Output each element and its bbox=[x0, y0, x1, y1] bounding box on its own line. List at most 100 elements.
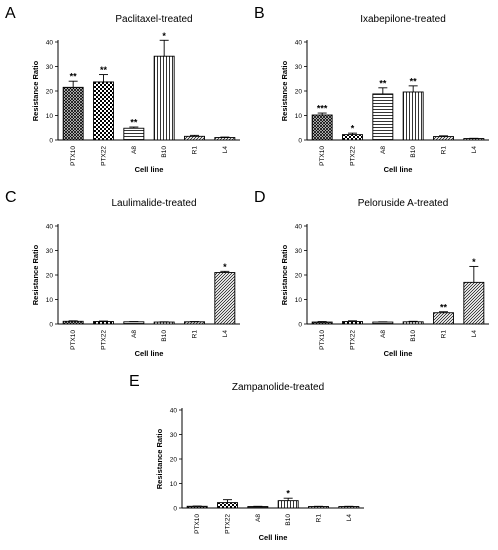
y-tick-label: 30 bbox=[46, 248, 54, 255]
significance-l4: * bbox=[472, 257, 476, 267]
chart-svg: C Laulimalide-treated Resistance Ratio Cell… bbox=[5, 189, 240, 358]
bar-a8 bbox=[372, 93, 394, 141]
y-tick-label: 0 bbox=[49, 137, 53, 144]
significance-ptx22: ** bbox=[100, 65, 108, 75]
x-tick-label-ptx10: PTX10 bbox=[319, 330, 326, 350]
chart-title: Paclitaxel-treated bbox=[115, 14, 192, 25]
x-tick-label-ptx10: PTX10 bbox=[70, 146, 77, 166]
x-tick-label-b10: B10 bbox=[410, 330, 417, 342]
significance-ptx10: ** bbox=[70, 72, 78, 82]
bar-a8 bbox=[247, 506, 269, 509]
x-axis-label: Cell line bbox=[135, 349, 164, 358]
x-tick-label-a8: A8 bbox=[131, 146, 138, 154]
x-tick-label-ptx10: PTX10 bbox=[70, 330, 77, 350]
bar-r1 bbox=[433, 136, 454, 141]
chart-svg: D Peloruside A-treated Resistance Ratio Cel… bbox=[254, 189, 489, 358]
y-tick-label: 20 bbox=[295, 88, 303, 95]
chart-title: Laulimalide-treated bbox=[111, 198, 196, 209]
y-axis-label: Resistance Ratio bbox=[31, 244, 40, 305]
chart-svg: A Paclitaxel-treated Resistance Ratio Cell … bbox=[5, 5, 240, 174]
x-tick-label-r1: R1 bbox=[441, 330, 448, 339]
bar-ptx22 bbox=[93, 81, 114, 141]
y-tick-label: 40 bbox=[46, 39, 54, 46]
bar-ptx22 bbox=[217, 502, 238, 509]
panel-e-chart: E Zampanolide-treated Resistance Ratio Cell… bbox=[124, 368, 373, 548]
y-axis-label: Resistance Ratio bbox=[280, 244, 289, 305]
y-tick-label: 0 bbox=[298, 137, 302, 144]
chart-title: Peloruside A-treated bbox=[358, 198, 449, 209]
x-tick-label-r1: R1 bbox=[192, 146, 199, 155]
x-tick-label-a8: A8 bbox=[131, 330, 138, 338]
y-tick-label: 30 bbox=[170, 432, 178, 439]
panel-label: A bbox=[5, 5, 16, 22]
bar-ptx22 bbox=[342, 134, 363, 141]
x-tick-label-ptx22: PTX22 bbox=[350, 146, 357, 166]
chart-title: Zampanolide-treated bbox=[232, 382, 324, 393]
x-tick-label-r1: R1 bbox=[441, 146, 448, 155]
significance-l4: * bbox=[223, 262, 227, 272]
y-tick-label: 40 bbox=[170, 407, 178, 414]
bar-ptx10 bbox=[62, 86, 84, 141]
bar-l4 bbox=[338, 506, 360, 509]
panel-b-chart: B Ixabepilone-treated Resistance Ratio Cell… bbox=[249, 0, 498, 180]
x-tick-label-l4: L4 bbox=[222, 330, 229, 338]
y-tick-label: 20 bbox=[170, 456, 178, 463]
y-axis-label: Resistance Ratio bbox=[31, 60, 40, 121]
x-axis-label: Cell line bbox=[384, 349, 413, 358]
y-tick-label: 10 bbox=[295, 113, 303, 120]
bar-r1 bbox=[308, 506, 329, 509]
y-tick-label: 40 bbox=[295, 39, 303, 46]
bar-ptx10 bbox=[311, 114, 333, 141]
x-tick-label-a8: A8 bbox=[380, 330, 387, 338]
bar-a8 bbox=[372, 321, 394, 325]
x-tick-label-l4: L4 bbox=[222, 146, 229, 154]
chart-svg: B Ixabepilone-treated Resistance Ratio Cell… bbox=[254, 5, 489, 174]
bar-ptx10 bbox=[186, 505, 208, 509]
bar-b10 bbox=[277, 500, 299, 509]
chart-svg: E Zampanolide-treated Resistance Ratio Cell… bbox=[129, 373, 364, 542]
y-axis-label: Resistance Ratio bbox=[280, 60, 289, 121]
y-tick-label: 30 bbox=[295, 64, 303, 71]
chart-title: Ixabepilone-treated bbox=[360, 14, 446, 25]
bar-b10 bbox=[402, 321, 424, 325]
x-tick-label-r1: R1 bbox=[192, 330, 199, 339]
panel-a-chart: A Paclitaxel-treated Resistance Ratio Cell … bbox=[0, 0, 249, 180]
y-tick-label: 10 bbox=[295, 297, 303, 304]
panel-label: B bbox=[254, 5, 265, 22]
significance-b10: * bbox=[162, 31, 166, 41]
bar-l4 bbox=[214, 137, 236, 141]
significance-ptx10: *** bbox=[317, 104, 328, 114]
y-tick-label: 10 bbox=[46, 297, 54, 304]
bar-b10 bbox=[153, 321, 175, 325]
y-axis-label: Resistance Ratio bbox=[155, 428, 164, 489]
y-tick-label: 0 bbox=[49, 321, 53, 328]
x-tick-label-b10: B10 bbox=[161, 330, 168, 342]
y-tick-label: 40 bbox=[46, 223, 54, 230]
y-tick-label: 30 bbox=[295, 248, 303, 255]
significance-b10: ** bbox=[410, 76, 418, 86]
x-tick-label-b10: B10 bbox=[410, 146, 417, 158]
y-tick-label: 40 bbox=[295, 223, 303, 230]
bar-ptx22 bbox=[342, 321, 363, 325]
bar-r1 bbox=[433, 312, 454, 325]
bar-ptx10 bbox=[311, 321, 333, 325]
significance-a8: ** bbox=[379, 78, 387, 88]
x-tick-label-a8: A8 bbox=[380, 146, 387, 154]
x-axis-label: Cell line bbox=[259, 533, 288, 542]
panel-label: E bbox=[129, 373, 140, 390]
significance-ptx22: * bbox=[351, 124, 355, 134]
y-tick-label: 10 bbox=[170, 481, 178, 488]
y-tick-label: 0 bbox=[173, 505, 177, 512]
y-tick-label: 30 bbox=[46, 64, 54, 71]
x-tick-label-b10: B10 bbox=[161, 146, 168, 158]
bar-b10 bbox=[153, 55, 175, 141]
x-tick-label-ptx10: PTX10 bbox=[319, 146, 326, 166]
bar-l4 bbox=[463, 281, 485, 325]
panel-label: D bbox=[254, 189, 266, 206]
significance-b10: * bbox=[286, 489, 290, 499]
x-tick-label-ptx22: PTX22 bbox=[101, 146, 108, 166]
x-tick-label-ptx22: PTX22 bbox=[225, 514, 232, 534]
y-tick-label: 0 bbox=[298, 321, 302, 328]
x-tick-label-a8: A8 bbox=[255, 514, 262, 522]
x-tick-label-r1: R1 bbox=[316, 514, 323, 523]
